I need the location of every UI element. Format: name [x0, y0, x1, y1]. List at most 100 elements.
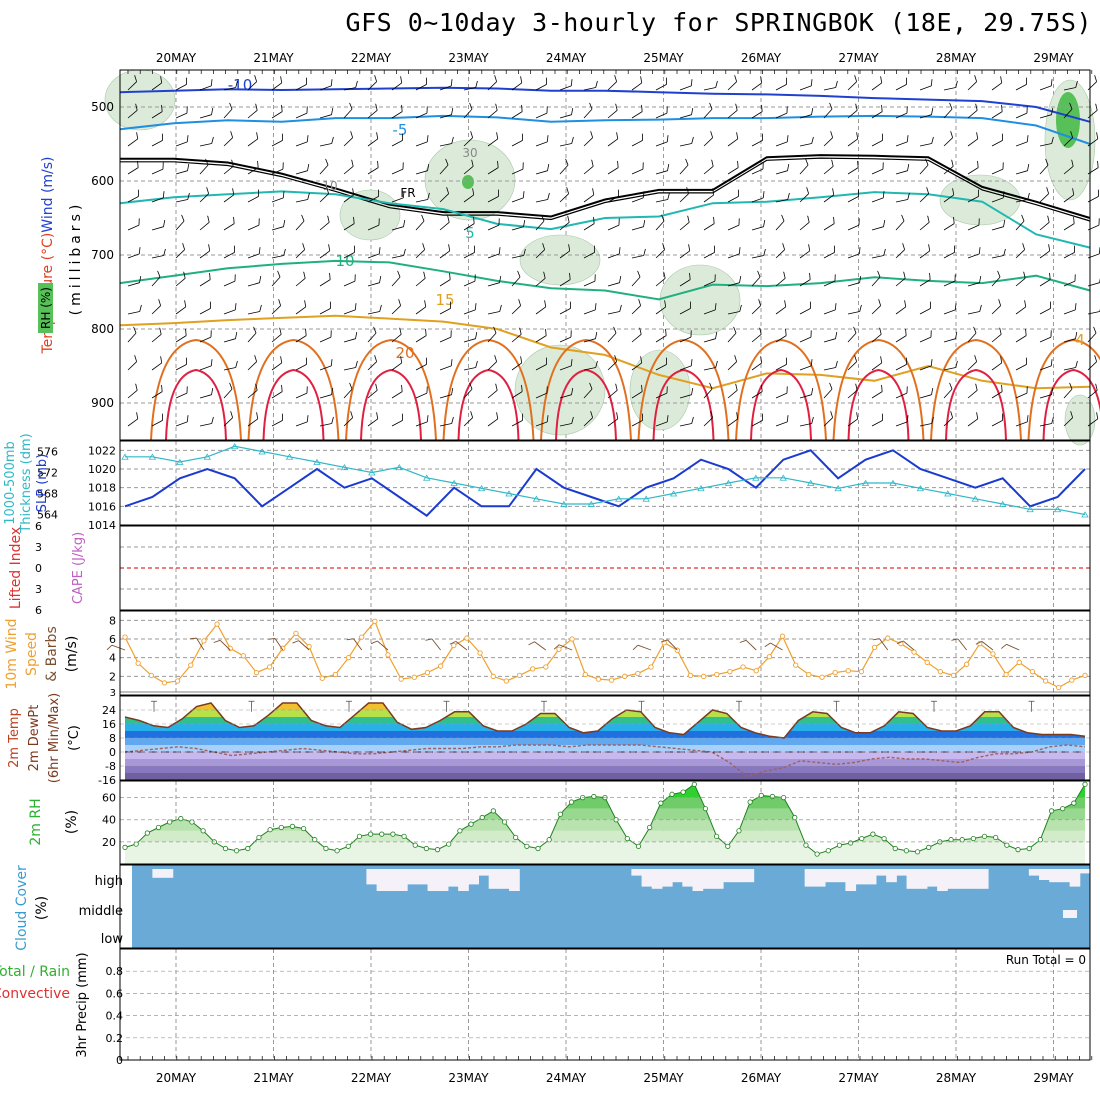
wind-barb [127, 189, 139, 203]
wind-barb [247, 383, 258, 399]
wind-barb [151, 356, 163, 371]
wind-barb-staff [559, 193, 569, 203]
wind-barb-staff [847, 389, 858, 399]
rh-2m-marker [792, 814, 798, 821]
wind-barb-flag [208, 244, 211, 252]
wind-barb-staff [727, 196, 739, 203]
wind-barb-staff [295, 421, 308, 427]
rh-2m-marker [334, 848, 340, 854]
wind-barb-staff [415, 199, 428, 203]
wind-barb-flag [279, 327, 282, 335]
wind-barb-staff [535, 392, 548, 399]
wind-barb-staff [1087, 332, 1097, 343]
wind-barb-staff [535, 84, 547, 91]
wind-barb-flag [1049, 272, 1051, 280]
wind-speed-marker [845, 668, 851, 674]
wind-barb [919, 244, 931, 259]
wind-barb-staff [559, 85, 572, 91]
rh-2m-marker [970, 835, 976, 842]
slp-tick-label: 1018 [88, 482, 116, 495]
wind-barb-flag [830, 131, 834, 138]
thickness-tick-label: 572 [37, 467, 58, 480]
wind-barb-staff [583, 137, 593, 147]
wind-barb-staff [271, 276, 281, 287]
wind-barb-flag [590, 131, 594, 138]
wind-barb-flag [254, 75, 258, 82]
wind-barb-flag [616, 412, 619, 420]
surface-wind-barb-flag [1000, 643, 1007, 649]
wind-barb [1063, 131, 1074, 147]
wind-barb-staff [1039, 221, 1050, 231]
wind-barb-staff [607, 332, 617, 343]
wind-barb-flag [782, 243, 786, 250]
wind-barb [295, 328, 307, 343]
wind-barb-flag [1070, 411, 1074, 418]
wind-barb-staff [319, 221, 330, 231]
wind-barb [295, 243, 306, 259]
temp-ylabel-text: 2m Temp [7, 708, 22, 768]
wind-barb-flag [570, 330, 572, 338]
wind-barb [1063, 411, 1074, 427]
wind-barb-staff [1039, 394, 1052, 399]
wind-barb [559, 136, 574, 147]
wind-barb-staff [439, 250, 450, 259]
rh-ylabel-text: (%) [64, 810, 80, 834]
wind-barb-flag [739, 276, 742, 283]
wind-barb [415, 357, 427, 371]
wind-barb-flag [832, 188, 835, 196]
wind-speed-marker [293, 630, 299, 637]
wind-barb-staff [847, 282, 860, 287]
wind-barb [679, 330, 692, 343]
wind-barb-staff [391, 305, 401, 315]
wind-barb-staff [607, 389, 618, 399]
wind-barb-staff [559, 164, 569, 175]
wind-barb-flag [277, 270, 281, 278]
wind-barb-staff [655, 277, 666, 287]
wind-barb [391, 384, 403, 399]
wind-barb [943, 216, 955, 231]
wind-barb-staff [223, 417, 233, 427]
wind-barb [223, 411, 234, 427]
wind-barb-flag [877, 270, 881, 278]
wind-barb [655, 135, 669, 147]
wind-barb [823, 216, 835, 231]
wind-barb-staff [1063, 338, 1076, 343]
temp-band [125, 766, 1085, 773]
wind-barb [823, 303, 837, 315]
wind-barb-flag [760, 356, 763, 364]
temp-band [125, 717, 1085, 724]
wind-barb-staff [127, 332, 137, 343]
surface-wind-barb-flag [528, 641, 535, 646]
wind-barb-staff [967, 389, 978, 399]
wind-barb-flag [448, 244, 451, 252]
wind-barb [751, 299, 762, 315]
wind-barb-flag [906, 77, 907, 85]
cloud-high-gap [804, 869, 816, 887]
wind-barb-flag [497, 160, 499, 168]
wind-barb [535, 328, 547, 343]
wind-barb-staff [271, 140, 283, 147]
wind-barb-staff [823, 194, 834, 203]
wind-barb-staff [655, 392, 668, 399]
wind-barb [991, 220, 1006, 231]
wind-barb-staff [463, 252, 475, 259]
wind-speed-marker [885, 635, 891, 641]
wind-barb-staff [823, 252, 835, 259]
wind-barb-staff [583, 338, 596, 343]
wind-barb-staff [391, 391, 403, 399]
surface-wind-barb [632, 644, 652, 651]
wind-ylabel-text: & Barbs [44, 626, 60, 682]
cloud-high-gap [468, 869, 480, 885]
rh-2m-marker [1082, 781, 1088, 787]
wind-barb-staff [679, 85, 692, 91]
wind-barb-flag [784, 300, 787, 308]
date-label-bottom: 27MAY [838, 1071, 879, 1085]
wind-barb-staff [1063, 194, 1074, 203]
wind-barb-flag [139, 304, 142, 312]
wind-barb-staff [703, 417, 713, 427]
wind-barb-flag [494, 355, 498, 362]
wind-barb [775, 300, 787, 315]
wind-barb-flag [735, 383, 738, 391]
wind-barb-flag [354, 274, 356, 282]
wind-barb-staff [271, 255, 284, 259]
